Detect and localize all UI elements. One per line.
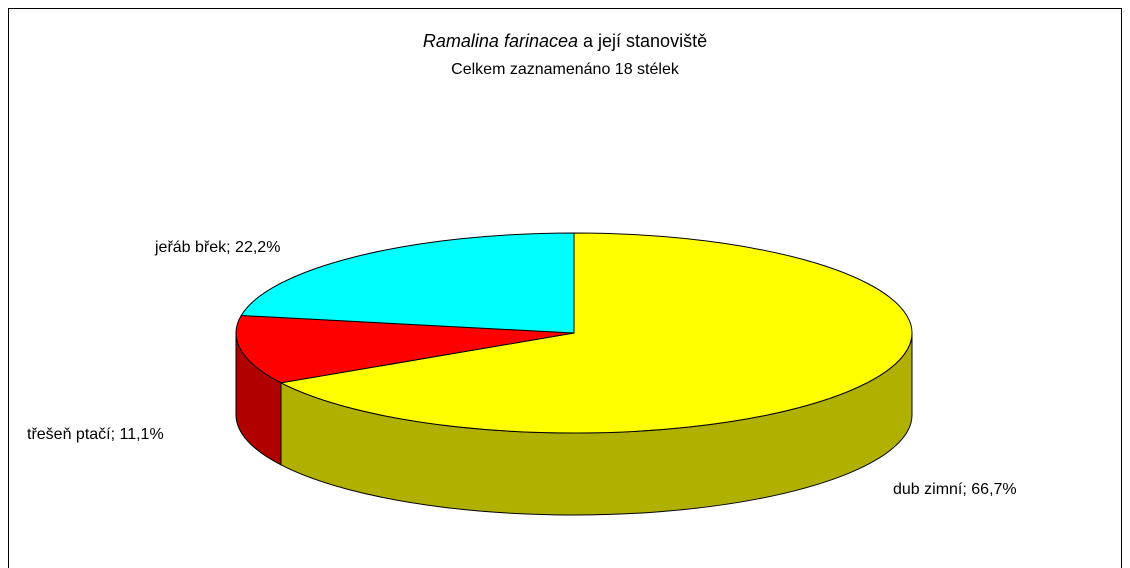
label-separator: ; xyxy=(226,239,235,256)
pie-slice xyxy=(279,232,913,434)
value-label: 66,7% xyxy=(971,481,1016,498)
category-label: třešeň ptačí xyxy=(27,426,111,443)
category-label: dub zimní xyxy=(893,481,963,498)
data-label: dub zimní; 66,7% xyxy=(893,481,1017,498)
label-separator: ; xyxy=(962,481,971,498)
value-label: 22,2% xyxy=(235,239,280,256)
pie-slice xyxy=(235,314,575,384)
category-label: jeřáb břek xyxy=(154,239,227,256)
chart-subtitle: Celkem zaznamenáno 18 stélek xyxy=(451,61,680,78)
title-species: Ramalina farinacea xyxy=(423,31,578,51)
title-text: a její stanoviště xyxy=(583,31,707,51)
chart-title: Ramalina farinacea a její stanoviště xyxy=(423,31,707,51)
data-label: třešeň ptačí; 11,1% xyxy=(27,426,164,443)
value-label: 11,1% xyxy=(120,426,164,443)
pie-tops xyxy=(235,232,913,434)
label-separator: ; xyxy=(111,426,120,443)
data-labels: dub zimní; 66,7% třešeň ptačí; 11,1% jeřáb… xyxy=(27,239,1017,498)
pie-slice xyxy=(240,232,575,334)
data-label: jeřáb břek; 22,2% xyxy=(154,239,280,256)
